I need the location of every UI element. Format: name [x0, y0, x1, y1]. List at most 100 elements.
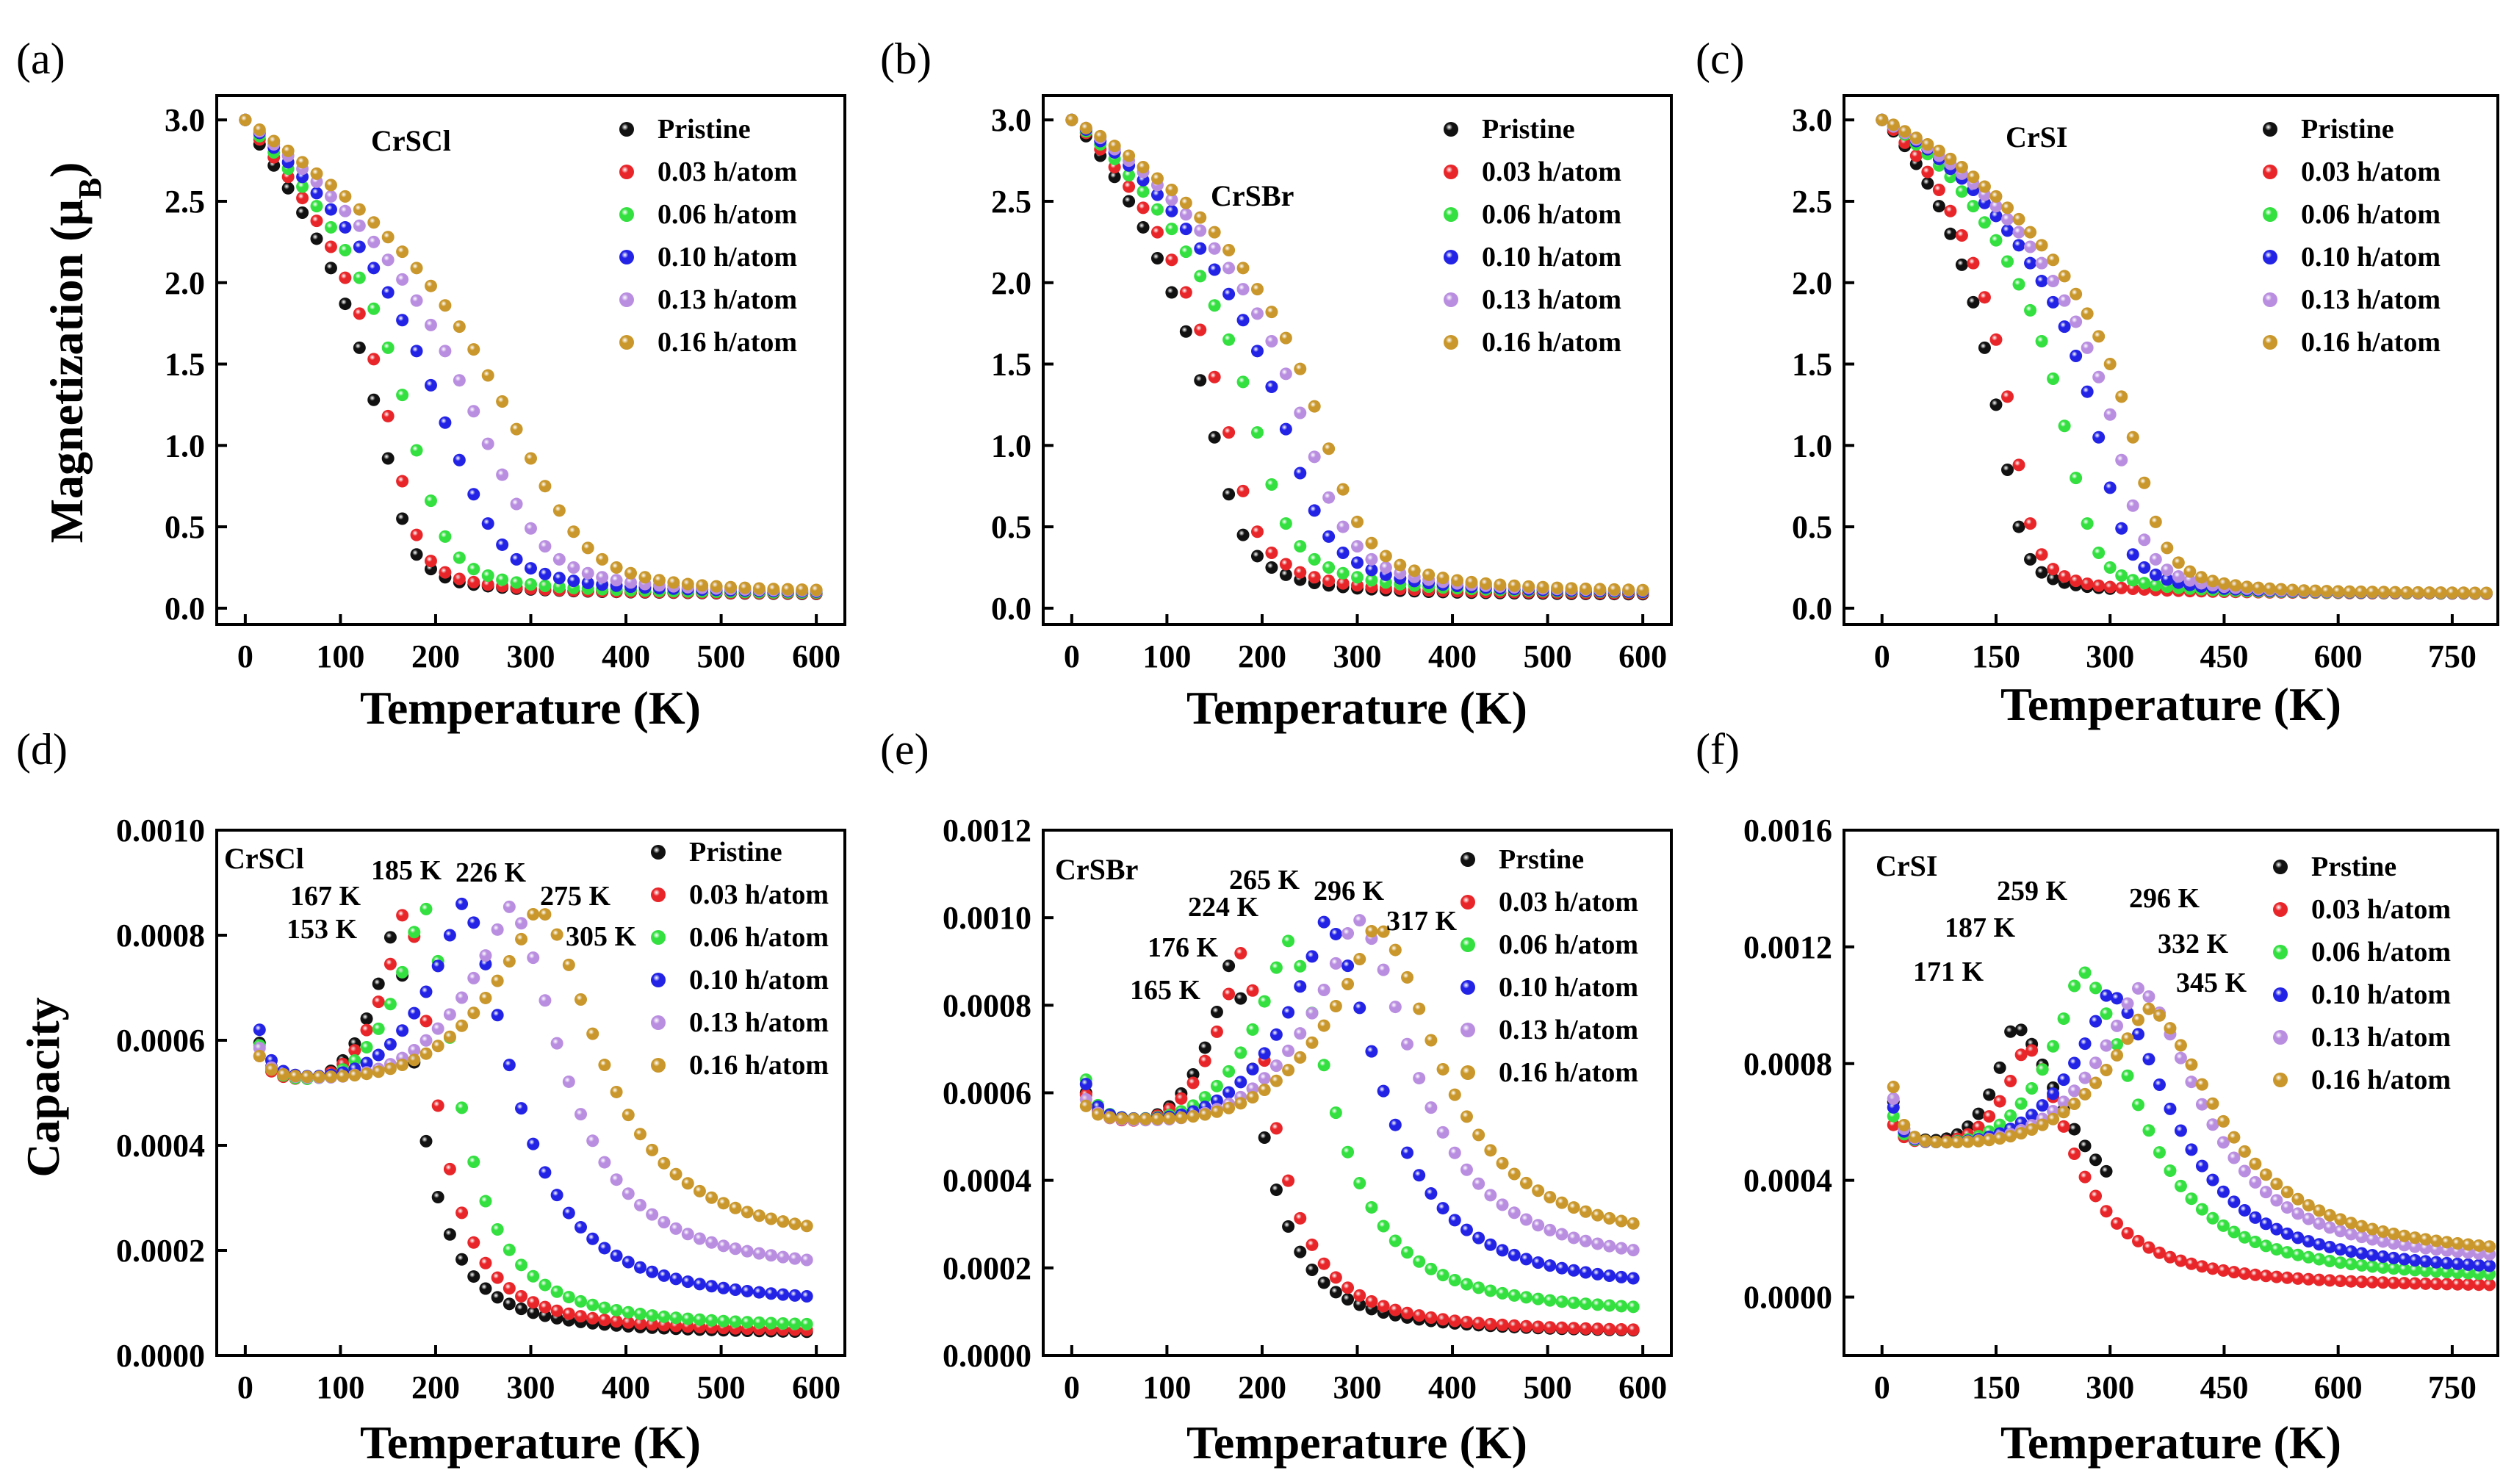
legend-marker-0-13-h-atom [1461, 1023, 1475, 1037]
point-0-16-h-atom [1603, 1211, 1616, 1225]
point-0-16-h-atom [1983, 1134, 1996, 1147]
point-0-10-h-atom [2174, 1124, 2187, 1137]
point-pristine [2035, 566, 2048, 579]
point-0-10-h-atom [1401, 1146, 1414, 1159]
point-0-03-h-atom [2408, 1277, 2421, 1290]
point-0-13-h-atom [1294, 406, 1307, 419]
point-0-16-h-atom [562, 958, 575, 971]
point-0-06-h-atom [491, 1222, 504, 1236]
point-0-16-h-atom [408, 1053, 421, 1067]
point-0-13-h-atom [1603, 1239, 1616, 1253]
point-0-13-h-atom [419, 1034, 433, 1047]
point-0-06-h-atom [1967, 200, 1980, 213]
point-prstine [1329, 1286, 1342, 1299]
point-0-06-h-atom [1282, 934, 1295, 948]
point-0-16-h-atom [527, 907, 540, 921]
point-0-06-h-atom [1436, 1269, 1449, 1282]
point-0-10-h-atom [1282, 1006, 1295, 1019]
peak-label-0-03-h-atom: 167 K [290, 881, 361, 912]
point-0-06-h-atom [383, 998, 397, 1011]
ylabel-magnetization: Magnetization (μB) [40, 162, 108, 544]
point-0-03-h-atom [1279, 558, 1292, 571]
x-tick-label: 400 [602, 1369, 650, 1405]
point-0-16-h-atom [1294, 362, 1307, 375]
y-tick-label: 3.0 [1792, 102, 1832, 138]
y-tick-label: 1.5 [165, 347, 205, 383]
point-0-10-h-atom [1222, 287, 1236, 300]
point-0-10-h-atom [717, 1281, 730, 1294]
point-0-16-h-atom [693, 1184, 706, 1197]
point-0-10-h-atom [367, 262, 381, 275]
legend-marker-0-06-h-atom [1461, 937, 1475, 952]
point-0-13-h-atom [2115, 453, 2128, 467]
point-0-06-h-atom [2249, 1236, 2262, 1249]
point-prstine [2100, 1164, 2113, 1178]
point-0-06-h-atom [396, 965, 409, 979]
point-0-16-h-atom [669, 1167, 682, 1181]
point-0-03-h-atom [610, 1315, 623, 1328]
point-0-16-h-atom [2291, 1192, 2305, 1206]
point-0-06-h-atom [479, 1195, 492, 1208]
y-tick-label: 0.0000 [943, 1338, 1031, 1374]
compound-label-f: CrSI [1876, 849, 1937, 882]
point-0-16-h-atom [2103, 358, 2117, 371]
point-0-03-h-atom [2121, 1227, 2134, 1240]
point-0-16-h-atom [667, 576, 680, 589]
y-tick-label: 2.5 [1792, 184, 1832, 220]
point-0-16-h-atom [2263, 582, 2277, 595]
legend-marker-pristine [2263, 122, 2277, 137]
point-0-10-h-atom [2126, 548, 2139, 561]
point-0-10-h-atom [1329, 927, 1342, 940]
point-0-03-h-atom [2355, 1275, 2369, 1289]
point-0-13-h-atom [1317, 983, 1330, 996]
peak-label-0-06-h-atom: 259 K [1997, 876, 2068, 907]
point-0-03-h-atom [1294, 566, 1307, 579]
point-0-03-h-atom [1269, 1122, 1283, 1135]
point-0-03-h-atom [2092, 579, 2106, 592]
point-0-13-h-atom [496, 468, 509, 481]
point-pristine [1932, 200, 1945, 213]
point-0-16-h-atom [1940, 1136, 1953, 1149]
point-0-06-h-atom [2206, 1211, 2219, 1225]
point-0-06-h-atom [1150, 203, 1164, 216]
point-pristine [1279, 568, 1292, 581]
point-0-06-h-atom [2238, 1231, 2251, 1244]
point-0-03-h-atom [575, 1310, 588, 1323]
y-tick-label: 0.0000 [1743, 1280, 1832, 1316]
point-0-16-h-atom [1567, 1201, 1580, 1214]
compound-label-a: CrSCl [371, 124, 451, 157]
peak-label-0-16-h-atom: 345 K [2176, 968, 2247, 998]
point-0-06-h-atom [2313, 1253, 2326, 1266]
point-0-03-h-atom [1921, 165, 1934, 179]
point-0-03-h-atom [1179, 286, 1192, 299]
point-0-03-h-atom [1972, 1120, 1985, 1134]
point-pristine [353, 341, 366, 354]
point-0-10-h-atom [705, 1280, 718, 1293]
point-0-16-h-atom [2183, 565, 2197, 578]
point-pristine [2012, 520, 2025, 533]
point-0-10-h-atom [2344, 1245, 2358, 1258]
point-0-10-h-atom [2462, 1258, 2475, 1271]
point-0-16-h-atom [310, 167, 323, 180]
point-0-13-h-atom [2216, 1136, 2230, 1149]
point-0-13-h-atom [2408, 1240, 2421, 1253]
point-0-16-h-atom [781, 583, 794, 596]
point-0-13-h-atom [633, 1198, 646, 1211]
x-tick-label: 0 [237, 638, 253, 674]
point-0-10-h-atom [1532, 1256, 1545, 1269]
y-tick-label: 0.0016 [1743, 813, 1832, 849]
point-0-13-h-atom [581, 566, 594, 580]
legend-marker-pristine [651, 845, 666, 860]
point-0-16-h-atom [705, 1191, 718, 1204]
point-0-13-h-atom [439, 345, 452, 358]
point-0-03-h-atom [2047, 563, 2060, 576]
point-0-10-h-atom [360, 1056, 373, 1070]
point-0-13-h-atom [1519, 1213, 1532, 1226]
legend-label-0-06-h-atom: 0.06 h/atom [1499, 929, 1638, 960]
point-pristine [1108, 170, 1121, 184]
point-0-16-h-atom [1394, 558, 1407, 572]
point-0-16-h-atom [239, 113, 252, 126]
point-0-06-h-atom [1279, 517, 1292, 530]
point-0-13-h-atom [1165, 193, 1178, 206]
x-tick-label: 500 [1524, 638, 1572, 674]
